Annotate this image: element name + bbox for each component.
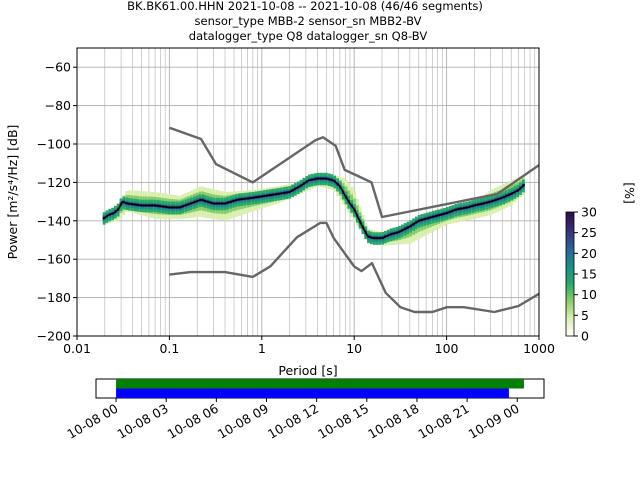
y-tick-label: −180 <box>37 290 71 305</box>
colorbar-gradient <box>565 211 575 337</box>
timeline-tick-label: 10-08 12 <box>265 401 321 442</box>
title-line-2: sensor_type MBB-2 sensor_sn MBB2-BV <box>195 14 422 28</box>
mean-line <box>102 177 526 239</box>
plot-frame <box>76 47 540 337</box>
colorbar-ticks: 0 5 10 15 20 25 30 <box>574 205 597 344</box>
timeline-tick-label: 10-08 18 <box>365 401 421 442</box>
y-tick-label: −160 <box>37 252 71 267</box>
timeline-tick-label: 10-09 00 <box>466 401 522 442</box>
colorbar-tick-label: 25 <box>581 225 597 240</box>
y-tick-label: −60 <box>45 60 71 75</box>
colorbar-tick-label: 30 <box>581 205 597 220</box>
series-lines <box>102 126 540 314</box>
colorbar-tick-label: 10 <box>581 287 597 302</box>
title-line-3: datalogger_type Q8 datalogger_sn Q8-BV <box>189 29 428 43</box>
colorbar-tick-label: 5 <box>581 308 589 323</box>
y-tick-label: −80 <box>45 98 71 113</box>
x-tick-label: 100 <box>435 341 459 356</box>
noise-model-high-line <box>168 126 540 219</box>
y-axis: −60 −80 −100 −120 −140 −160 −180 −200 <box>37 60 77 344</box>
x-axis-label: Period [s] <box>278 363 337 378</box>
y-axis-label: Power [m²/s⁴/Hz] [dB] <box>5 125 20 260</box>
data-coverage-bar <box>116 379 524 389</box>
x-tick-label: 1 <box>258 341 266 356</box>
y-tick-label: −100 <box>37 137 71 152</box>
colorbar-label: [%] <box>622 182 637 204</box>
y-tick-label: −200 <box>37 329 71 344</box>
colorbar-tick-label: 0 <box>581 329 589 344</box>
x-tick-label: 0.1 <box>159 341 179 356</box>
colorbar: 0 5 10 15 20 25 30 [%] <box>565 182 637 344</box>
timeline-tick-label: 10-08 03 <box>115 401 171 442</box>
timeline-tick-label: 10-08 09 <box>215 401 271 442</box>
psd-coverage-bar <box>116 388 509 398</box>
colorbar-tick-label: 20 <box>581 246 597 261</box>
colorbar-tick-label: 15 <box>581 267 597 282</box>
title-line-1: BK.BK61.00.HHN 2021-10-08 -- 2021-10-08 … <box>127 0 483 13</box>
y-tick-label: −140 <box>37 213 71 228</box>
x-tick-label: 0.01 <box>63 341 91 356</box>
timeline-bars <box>116 379 524 398</box>
x-tick-label: 10 <box>346 341 362 356</box>
x-tick-label: 1000 <box>523 341 555 356</box>
timeline-tick-label: 10-08 15 <box>315 401 371 442</box>
x-axis: 0.01 0.1 1 10 100 1000 <box>63 336 555 356</box>
y-tick-label: −120 <box>37 175 71 190</box>
noise-model-low-line <box>169 221 540 314</box>
timeline-tick-label: 10-08 06 <box>165 401 221 442</box>
timeline-tick-label: 10-08 21 <box>415 401 471 442</box>
timeline-tick-label: 10-08 00 <box>64 401 120 442</box>
ppsd-plot: 0.01 0.1 1 10 100 1000 −60 −80 −100 −120 −140 −160… <box>5 47 555 378</box>
